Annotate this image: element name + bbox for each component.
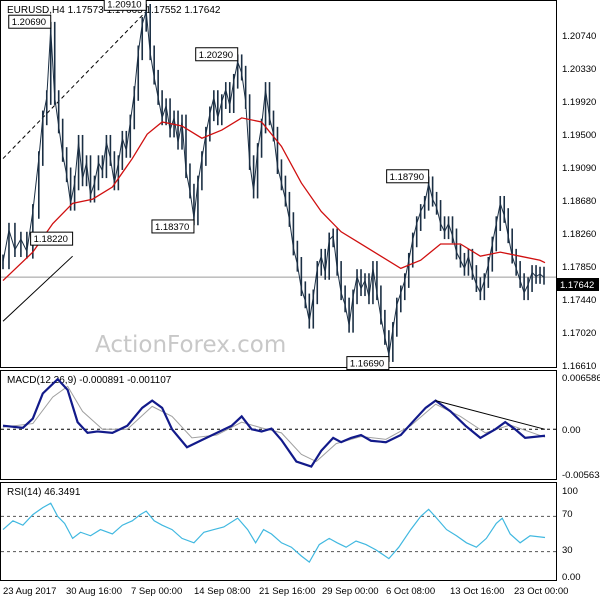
price-annotation-box bbox=[386, 169, 430, 184]
macd-tick-label: -0.005634 bbox=[562, 470, 600, 481]
y-tick-label: 1.16610 bbox=[562, 361, 596, 372]
macd-signal-line bbox=[2, 385, 546, 463]
y-tick-label: 1.17440 bbox=[562, 295, 596, 306]
x-tick-label: 29 Sep 00:00 bbox=[322, 586, 379, 597]
macd-tick-label: 0.00 bbox=[562, 425, 581, 436]
price-annotation-label: 1.18220 bbox=[34, 234, 68, 245]
price-close-line bbox=[2, 11, 545, 355]
price-annotation-box bbox=[8, 14, 52, 29]
current-price-value: 1.17642 bbox=[560, 280, 594, 291]
macd-line bbox=[2, 377, 546, 468]
price-annotation-box bbox=[346, 356, 390, 371]
macd-trendline bbox=[435, 400, 546, 430]
x-tick-label: 14 Sep 08:00 bbox=[194, 586, 251, 597]
x-tick-label: 6 Oct 08:00 bbox=[386, 586, 435, 597]
price-annotation-box bbox=[195, 47, 239, 62]
plot-layer: 1.20690 1.20910 1.20290 1.18220 1.18370 1.187… bbox=[1, 0, 556, 564]
macd-tick-label: 0.006586 bbox=[562, 373, 600, 384]
trendline bbox=[2, 255, 73, 322]
price-annotation-box bbox=[151, 219, 195, 234]
macd-header: MACD(12,26,9) -0.000891 -0.001107 bbox=[7, 375, 172, 386]
current-price-tag: 1.17642 bbox=[557, 278, 599, 291]
rsi-tick-label: 100 bbox=[562, 486, 578, 497]
y-tick-label: 1.17020 bbox=[562, 328, 596, 339]
rsi-tick-label: 70 bbox=[562, 509, 573, 520]
price-annotation-label: 1.20290 bbox=[199, 50, 233, 61]
price-annotation-label: 1.18790 bbox=[390, 172, 424, 183]
x-axis: 23 Aug 2017 30 Aug 16:00 7 Sep 00:00 14 … bbox=[3, 586, 568, 597]
price-pane bbox=[0, 0, 557, 368]
price-annotation-label: 1.18370 bbox=[155, 222, 189, 233]
watermark: ActionForex.com bbox=[95, 332, 286, 358]
macd-y-axis: 0.006586 0.00 -0.005634 bbox=[562, 373, 600, 481]
price-annotation-label: 1.20910 bbox=[107, 0, 141, 10]
trendline bbox=[2, 10, 147, 159]
x-tick-label: 23 Aug 2017 bbox=[3, 586, 56, 597]
y-tick-label: 1.18260 bbox=[562, 229, 596, 240]
rsi-y-axis: 100 70 30 0.00 bbox=[562, 486, 581, 583]
rsi-tick-label: 30 bbox=[562, 545, 573, 556]
y-tick-label: 1.20330 bbox=[562, 64, 596, 75]
rsi-header: RSI(14) 46.3491 bbox=[7, 487, 81, 498]
rsi-pane bbox=[0, 482, 557, 581]
y-tick-label: 1.19090 bbox=[562, 163, 596, 174]
x-tick-label: 23 Oct 00:00 bbox=[514, 586, 568, 597]
price-annotation-label: 1.16690 bbox=[350, 359, 384, 370]
x-tick-label: 30 Aug 16:00 bbox=[66, 586, 122, 597]
y-tick-label: 1.18680 bbox=[562, 196, 596, 207]
price-y-axis: 1.20740 1.20330 1.19920 1.19500 1.19090 … bbox=[562, 31, 596, 372]
y-tick-label: 1.19920 bbox=[562, 97, 596, 108]
x-tick-label: 7 Sep 00:00 bbox=[131, 586, 182, 597]
y-tick-label: 1.17850 bbox=[562, 262, 596, 273]
y-tick-label: 1.20740 bbox=[562, 31, 596, 42]
rsi-line bbox=[2, 502, 546, 564]
rsi-tick-label: 0.00 bbox=[562, 572, 581, 583]
x-tick-label: 21 Sep 16:00 bbox=[259, 586, 316, 597]
moving-average-line bbox=[2, 117, 546, 282]
price-annotation-box bbox=[103, 0, 147, 11]
x-tick-label: 13 Oct 16:00 bbox=[450, 586, 504, 597]
y-tick-label: 1.19500 bbox=[562, 130, 596, 141]
price-annotation-box bbox=[30, 231, 74, 246]
price-annotation-label: 1.20690 bbox=[12, 17, 46, 28]
